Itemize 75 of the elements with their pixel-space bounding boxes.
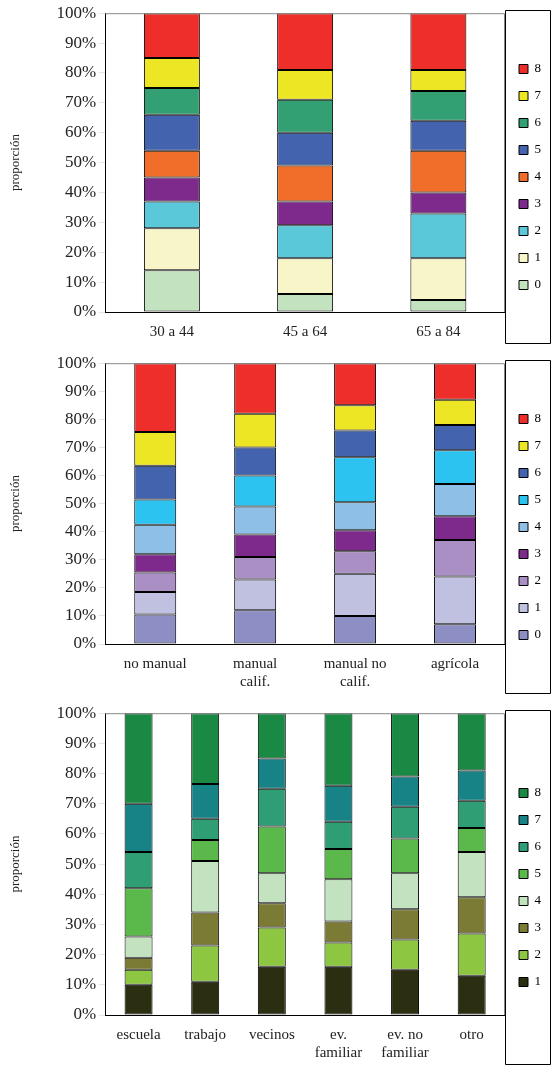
legend-label: 8 <box>534 784 541 800</box>
x-tick-label: 65 a 84 <box>416 322 461 339</box>
x-tick-label: 45 a 64 <box>283 322 328 339</box>
x-tick-label: manual no calif. <box>323 654 387 689</box>
legend-label: 7 <box>534 811 542 827</box>
legend-label: 5 <box>534 491 541 507</box>
legend-label: 3 <box>534 919 541 935</box>
x-tick-label: ev. no familiar <box>381 1025 429 1060</box>
y-tick-label: 20% <box>65 577 97 597</box>
x-tick-label: otro <box>459 1025 484 1042</box>
legend-label: 1 <box>534 973 541 989</box>
legend-label: 4 <box>534 892 542 908</box>
y-tick-label: 10% <box>65 974 97 994</box>
legend-label: 5 <box>534 865 541 881</box>
y-tick-label: 40% <box>65 883 97 903</box>
legend-label: 8 <box>534 410 541 426</box>
x-tick-label: ev. familiar <box>314 1025 363 1060</box>
legend-label: 1 <box>534 249 541 265</box>
y-tick-label: 30% <box>65 549 97 569</box>
legend-label: 0 <box>534 276 541 292</box>
y-tick-label: 0% <box>73 301 97 321</box>
legend-label: 4 <box>534 168 542 184</box>
y-tick-label: 100% <box>56 352 97 372</box>
y-axis-title: proporción <box>7 474 23 533</box>
x-tick-label: trabajo <box>184 1025 227 1042</box>
legend-label: 7 <box>534 437 542 453</box>
legend-label: 1 <box>534 599 541 615</box>
y-tick-label: 90% <box>65 732 97 752</box>
y-tick-label: 100% <box>56 2 97 22</box>
x-tick-label: manual calif. <box>233 654 278 689</box>
y-tick-label: 60% <box>65 122 97 142</box>
y-tick-label: 20% <box>65 944 97 964</box>
legend-label: 2 <box>534 572 541 588</box>
y-tick-label: 70% <box>65 92 97 112</box>
y-tick-label: 40% <box>65 521 97 541</box>
y-tick-label: 0% <box>73 1004 97 1024</box>
legend-label: 4 <box>534 518 542 534</box>
y-tick-label: 100% <box>56 702 97 722</box>
legend-label: 6 <box>534 838 542 854</box>
legend-label: 3 <box>534 545 541 561</box>
legend-label: 0 <box>534 626 541 642</box>
x-tick-label: vecinos <box>248 1025 295 1042</box>
y-tick-label: 60% <box>65 823 97 843</box>
legend-label: 3 <box>534 195 541 211</box>
y-axis-title: proporción <box>7 133 23 192</box>
x-tick-label: escuela <box>116 1025 161 1042</box>
y-tick-label: 50% <box>65 493 97 513</box>
x-tick-label: 30 a 44 <box>149 322 195 339</box>
y-tick-label: 0% <box>73 633 97 653</box>
legend-label: 5 <box>534 141 541 157</box>
y-tick-label: 90% <box>65 380 97 400</box>
y-tick-label: 50% <box>65 853 97 873</box>
y-tick-label: 20% <box>65 241 97 261</box>
y-tick-label: 10% <box>65 605 97 625</box>
legend-label: 6 <box>534 114 542 130</box>
y-tick-label: 80% <box>65 62 97 82</box>
legend-label: 2 <box>534 946 541 962</box>
y-tick-label: 10% <box>65 271 97 291</box>
legend-label: 7 <box>534 87 542 103</box>
y-tick-label: 70% <box>65 436 97 456</box>
y-tick-label: 60% <box>65 464 97 484</box>
y-tick-label: 80% <box>65 763 97 783</box>
y-tick-label: 40% <box>65 181 97 201</box>
y-axis-title: proporción <box>7 835 23 893</box>
y-tick-label: 30% <box>65 211 97 231</box>
y-tick-label: 80% <box>65 408 97 428</box>
legend-label: 6 <box>534 464 542 480</box>
x-tick-label: no manual <box>123 654 187 671</box>
legend-label: 8 <box>534 60 541 76</box>
x-tick-label: agrícola <box>430 654 480 671</box>
y-tick-label: 30% <box>65 913 97 933</box>
legend-label: 2 <box>534 222 541 238</box>
y-tick-label: 70% <box>65 793 97 813</box>
y-tick-label: 50% <box>65 152 97 172</box>
y-tick-label: 90% <box>65 32 97 52</box>
